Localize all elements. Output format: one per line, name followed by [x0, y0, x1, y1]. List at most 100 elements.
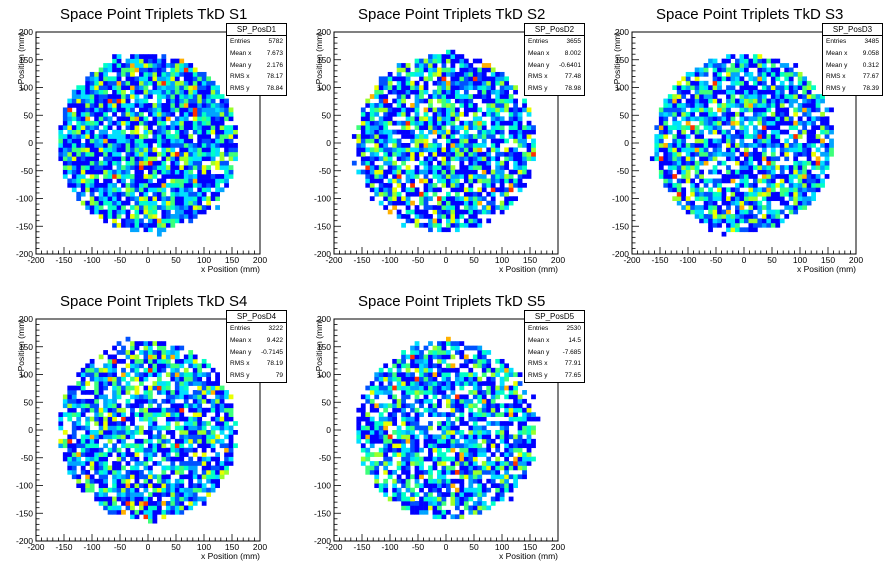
- heatmap-cell: [94, 390, 100, 395]
- heatmap-cell: [161, 94, 167, 99]
- heatmap-cell: [183, 354, 189, 360]
- heatmap-cell: [134, 80, 140, 86]
- heatmap-cell: [811, 120, 816, 126]
- heatmap-cell: [374, 187, 380, 193]
- heatmap-cell: [107, 103, 113, 108]
- heatmap-cell: [504, 191, 510, 197]
- heatmap-cell: [472, 214, 478, 219]
- heatmap-cell: [130, 483, 135, 489]
- heatmap-cell: [374, 394, 380, 400]
- heatmap-cell: [708, 200, 713, 206]
- heatmap-cell: [210, 447, 216, 453]
- plot-area: -200 -150 -100 -50 0 50 100 150 200-200-150-100-…: [16, 314, 267, 561]
- heatmap-cell: [441, 94, 447, 99]
- heatmap-cell: [188, 191, 194, 197]
- heatmap-cell: [107, 354, 113, 360]
- heatmap-cell: [681, 147, 687, 153]
- heatmap-cell: [152, 509, 158, 515]
- heatmap-cell: [757, 67, 763, 73]
- heatmap-cell: [130, 367, 135, 373]
- heatmap-cell: [179, 134, 185, 139]
- heatmap-cell: [156, 390, 162, 395]
- heatmap-cell: [58, 151, 64, 157]
- heatmap-cell: [766, 222, 772, 228]
- heatmap-cell: [183, 89, 189, 95]
- heatmap-cell: [378, 129, 384, 135]
- heatmap-cell: [387, 367, 393, 373]
- heatmap-cell: [437, 165, 442, 170]
- heatmap-cell: [121, 350, 126, 355]
- heatmap-cell: [134, 438, 140, 444]
- heatmap-cell: [428, 58, 433, 64]
- heatmap-cell: [459, 151, 465, 157]
- heatmap-cell: [717, 98, 722, 104]
- heatmap-cell: [770, 94, 776, 99]
- heatmap-cell: [112, 407, 117, 413]
- heatmap-cell: [210, 160, 216, 166]
- heatmap-cell: [80, 178, 86, 184]
- heatmap-cell: [694, 138, 700, 144]
- heatmap-cell: [410, 421, 415, 426]
- heatmap-cell: [392, 205, 398, 210]
- heatmap-cell: [779, 116, 785, 122]
- heatmap-cell: [820, 182, 825, 188]
- heatmap-cell: [165, 412, 171, 417]
- heatmap-cell: [130, 350, 135, 355]
- heatmap-cell: [383, 169, 389, 175]
- heatmap-cell: [766, 191, 772, 197]
- heatmap-cell: [174, 478, 180, 484]
- heatmap-cell: [112, 398, 117, 404]
- heatmap-cell: [712, 71, 718, 77]
- heatmap-cell: [405, 461, 411, 466]
- heatmap-cell: [383, 376, 389, 382]
- heatmap-cell: [672, 116, 678, 122]
- heatmap-cell: [396, 151, 402, 157]
- heatmap-cell: [161, 58, 167, 64]
- heatmap-cell: [67, 129, 73, 135]
- heatmap-cell: [690, 187, 696, 193]
- heatmap-cell: [752, 196, 758, 202]
- heatmap-cell: [148, 367, 153, 373]
- heatmap-cell: [365, 452, 371, 457]
- heatmap-cell: [112, 129, 117, 135]
- heatmap-cell: [405, 80, 411, 86]
- heatmap-cell: [513, 85, 518, 91]
- heatmap-cell: [392, 147, 398, 153]
- heatmap-cell: [477, 174, 483, 179]
- heatmap-cell: [446, 227, 451, 233]
- heatmap-cell: [356, 407, 362, 413]
- heatmap-cell: [134, 425, 140, 431]
- heatmap-cell: [369, 438, 375, 444]
- heatmap-cell: [121, 434, 126, 440]
- heatmap-cell: [210, 483, 216, 489]
- heatmap-cell: [766, 71, 772, 77]
- heatmap-cell: [130, 407, 135, 413]
- heatmap-cell: [450, 49, 456, 55]
- heatmap-cell: [107, 80, 113, 86]
- heatmap-cell: [112, 425, 117, 431]
- heatmap-cell: [148, 443, 153, 449]
- heatmap-cell: [183, 438, 189, 444]
- heatmap-cell: [761, 125, 767, 130]
- heatmap-cell: [383, 174, 389, 179]
- heatmap-cell: [356, 430, 362, 435]
- heatmap-cell: [116, 151, 122, 157]
- heatmap-cell: [721, 178, 727, 184]
- heatmap-cell: [89, 376, 95, 382]
- heatmap-cell: [76, 94, 82, 99]
- heatmap-cell: [76, 412, 82, 417]
- heatmap-cell: [134, 89, 140, 95]
- heatmap-cell: [148, 143, 153, 148]
- heatmap-cell: [468, 120, 474, 126]
- heatmap-cell: [219, 94, 225, 99]
- heatmap-cell: [477, 89, 483, 95]
- heatmap-cell: [165, 138, 171, 144]
- heatmap-cell: [708, 129, 713, 135]
- heatmap-cell: [685, 205, 691, 210]
- heatmap-cell: [210, 487, 216, 493]
- heatmap-cell: [121, 218, 126, 224]
- heatmap-cell: [396, 191, 402, 197]
- heatmap-cell: [681, 178, 687, 184]
- heatmap-cell: [517, 125, 523, 130]
- heatmap-cell: [414, 147, 420, 153]
